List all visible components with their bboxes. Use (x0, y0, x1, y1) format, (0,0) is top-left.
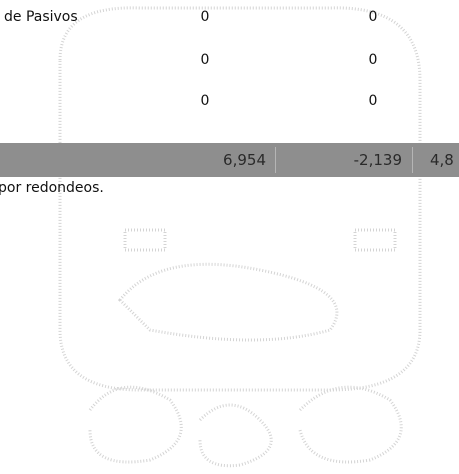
cell: 0 (185, 52, 225, 68)
footnote: por redondeos. (0, 180, 104, 196)
row-label: de Pasivos (4, 9, 78, 25)
total-cell: 6,954 (180, 151, 266, 169)
total-cell: 4,8 (430, 151, 454, 169)
cell: 0 (353, 52, 393, 68)
total-row: 6,954 -2,139 4,8 (0, 143, 459, 177)
separator (275, 147, 276, 173)
total-cell: -2,139 (316, 151, 402, 169)
cell: 0 (353, 93, 393, 109)
cell: 0 (185, 93, 225, 109)
cell: 0 (353, 9, 393, 25)
cell: 0 (185, 9, 225, 25)
separator (412, 147, 413, 173)
watermark (0, 0, 459, 474)
page: de Pasivos 0 0 0 0 0 0 6,954 -2,139 4,8 … (0, 0, 459, 474)
